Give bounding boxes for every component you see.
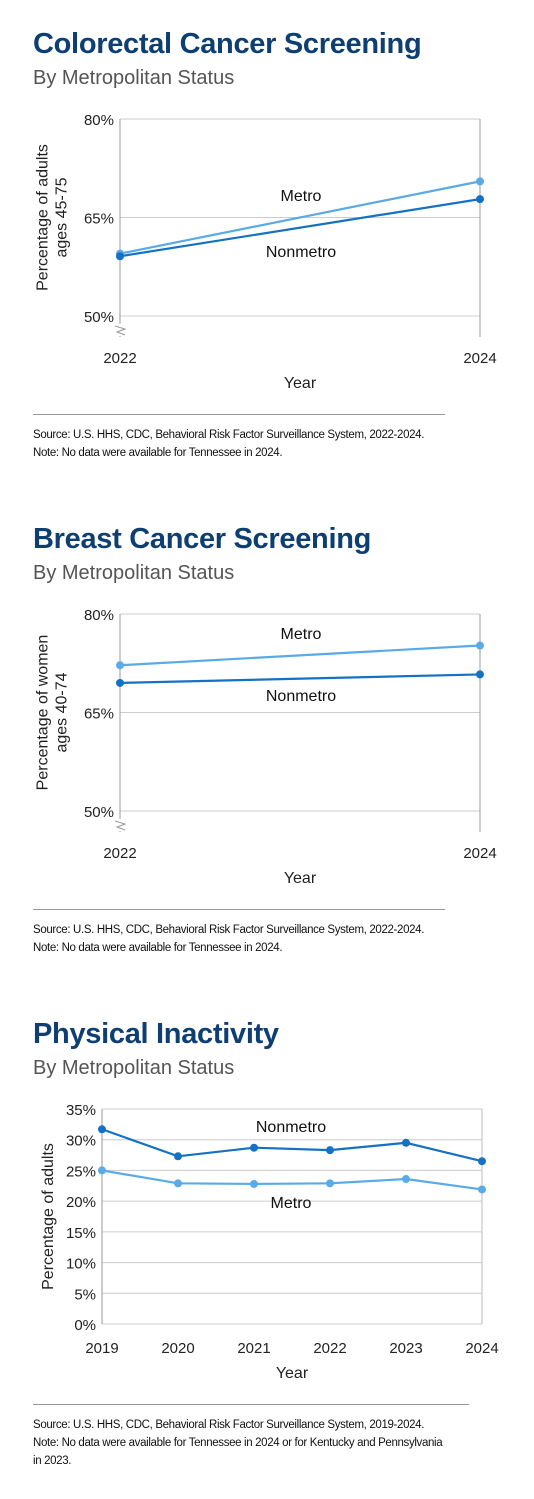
y-axis-label-line: Percentage of women (35, 635, 52, 791)
series-label-metro: Metro (281, 188, 322, 205)
y-tick-label: 35% (66, 1102, 96, 1119)
axis-break-icon (114, 820, 127, 831)
y-tick-label: 30% (66, 1133, 96, 1150)
source-note: Source: U.S. HHS, CDC, Behavioral Risk F… (33, 426, 424, 462)
source-note: Source: U.S. HHS, CDC, Behavioral Risk F… (33, 921, 424, 957)
x-tick-label: 2020 (161, 1340, 194, 1357)
data-point-nonmetro (98, 1125, 106, 1134)
x-tick-label: 2022 (313, 1340, 346, 1357)
y-tick-label: 80% (84, 112, 114, 129)
series-line-nonmetro (101, 1128, 483, 1163)
source-text: Source: U.S. HHS, CDC, Behavioral Risk F… (33, 1419, 425, 1431)
data-point-nonmetro (116, 252, 124, 261)
y-tick-label: 5% (74, 1286, 96, 1303)
note-text: Note: No data were available for Tenness… (33, 1437, 443, 1449)
series-line-metro (119, 180, 481, 255)
data-point-nonmetro (174, 1152, 182, 1161)
chart-subtitle: By Metropolitan Status (33, 67, 235, 89)
y-tick-label: 65% (84, 211, 114, 228)
data-point-metro (250, 1179, 258, 1188)
series-label-nonmetro: Nonmetro (266, 688, 336, 705)
x-tick-label: 2022 (103, 350, 136, 367)
x-tick-label: 2024 (465, 1340, 498, 1357)
note-text: Note: No data were available for Tenness… (33, 942, 283, 954)
series-label-metro: Metro (281, 626, 322, 643)
data-point-metro (476, 177, 484, 186)
data-point-metro (116, 661, 124, 670)
series-line-nonmetro (119, 673, 481, 685)
note-text: Note: No data were available for Tenness… (33, 447, 283, 459)
series-line-metro (119, 644, 481, 667)
y-tick-label: 50% (84, 309, 114, 326)
data-point-metro (402, 1175, 410, 1184)
data-point-nonmetro (478, 1157, 486, 1166)
x-axis-label: Year (284, 870, 317, 887)
y-axis-label-line: Percentage of adults (35, 144, 52, 291)
breast-chart: 50% 65% 80% 2022 2024 Year Percentage of women… (35, 607, 497, 887)
chart-subtitle: By Metropolitan Status (33, 1057, 235, 1079)
y-tick-label: 65% (84, 706, 114, 723)
y-axis-label: Percentage of adults (40, 1143, 57, 1290)
y-tick-label: 15% (66, 1225, 96, 1242)
x-tick-label: 2019 (85, 1340, 118, 1357)
data-point-metro (476, 641, 484, 650)
y-axis-label: Percentage of women ages 40-74 (35, 635, 71, 791)
series-label-metro: Metro (271, 1195, 312, 1212)
y-axis-label-line: ages 45-75 (54, 177, 71, 257)
y-axis-label: Percentage of adults ages 45-75 (35, 144, 71, 291)
source-text: Source: U.S. HHS, CDC, Behavioral Risk F… (33, 924, 425, 936)
source-text: Source: U.S. HHS, CDC, Behavioral Risk F… (33, 429, 425, 441)
data-point-nonmetro (476, 670, 484, 679)
y-tick-label: 25% (66, 1163, 96, 1180)
x-tick-label: 2022 (103, 845, 136, 862)
y-tick-label: 10% (66, 1256, 96, 1273)
data-point-nonmetro (326, 1146, 334, 1155)
series-label-nonmetro: Nonmetro (256, 1119, 326, 1136)
series-line-nonmetro (119, 198, 481, 258)
data-point-nonmetro (476, 195, 484, 204)
y-tick-label: 0% (74, 1317, 96, 1334)
series-line-metro (101, 1169, 483, 1191)
data-point-nonmetro (402, 1138, 410, 1147)
x-tick-label: 2024 (463, 350, 496, 367)
chart-title: Physical Inactivity (33, 1018, 279, 1050)
y-tick-label: 50% (84, 804, 114, 821)
divider (33, 414, 445, 415)
physical-inactivity-chart: 0% 5% 10% 15% 20% 25% 30% 35% 2019 2020 2021 2022 20… (40, 1102, 499, 1382)
x-axis-label: Year (276, 1365, 309, 1382)
chart-title: Breast Cancer Screening (33, 523, 372, 555)
x-axis-label: Year (284, 375, 317, 392)
data-point-nonmetro (116, 678, 124, 687)
colorectal-chart: 50% 65% 80% 2022 2024 Year Percentage of adult… (35, 112, 497, 392)
data-point-metro (98, 1166, 106, 1175)
data-point-nonmetro (250, 1143, 258, 1152)
chart-subtitle: By Metropolitan Status (33, 562, 235, 584)
x-tick-label: 2023 (389, 1340, 422, 1357)
y-axis-label-line: ages 40-74 (54, 672, 71, 752)
divider (33, 1404, 469, 1405)
divider (33, 909, 445, 910)
x-tick-label: 2021 (237, 1340, 270, 1357)
axis-break-icon (114, 325, 127, 336)
source-note: Source: U.S. HHS, CDC, Behavioral Risk F… (33, 1416, 443, 1470)
x-tick-label: 2024 (463, 845, 496, 862)
data-point-metro (174, 1179, 182, 1188)
data-point-metro (326, 1179, 334, 1188)
y-tick-label: 80% (84, 607, 114, 624)
y-axis-label-line: Percentage of adults (40, 1143, 57, 1290)
series-label-nonmetro: Nonmetro (266, 244, 336, 261)
note-text-continued: in 2023. (33, 1455, 72, 1467)
data-point-metro (478, 1185, 486, 1194)
chart-title: Colorectal Cancer Screening (33, 28, 422, 60)
y-tick-label: 20% (66, 1194, 96, 1211)
